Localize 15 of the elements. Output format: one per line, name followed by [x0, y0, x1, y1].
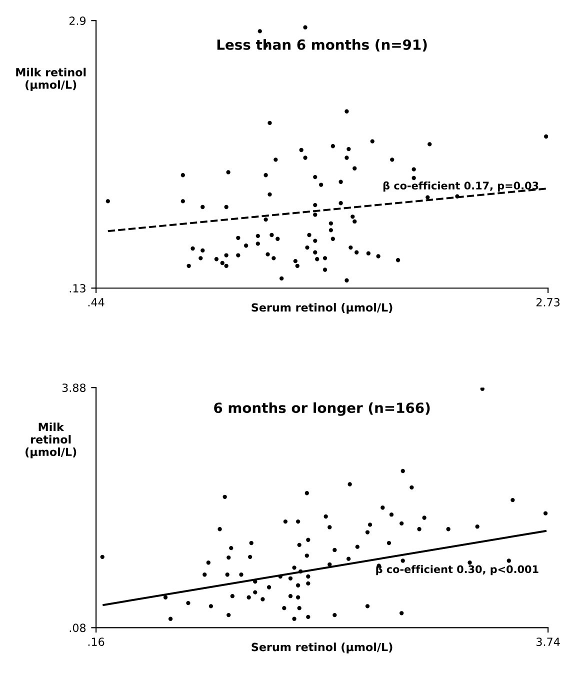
- y-axis-title: Milk retinol (µmol/L): [16, 68, 86, 92]
- y-tick-label: .13: [70, 284, 86, 292]
- y-tick-label: 3.88: [62, 384, 86, 392]
- annotation: β co-efficient 0.17, p=0.03: [383, 181, 538, 192]
- x-tick-label: .44: [88, 298, 104, 306]
- x-axis-title: Serum retinol (µmol/L): [252, 642, 392, 654]
- x-axis-title: Serum retinol (µmol/L): [252, 303, 392, 314]
- text: Less than 6 months (n=91): [217, 39, 427, 52]
- x-tick-label: 2.73: [536, 298, 560, 306]
- text: 6 months or longer (n=166): [214, 402, 430, 416]
- y-tick-label: 2.9: [69, 16, 86, 25]
- x-tick-label: 3.74: [536, 638, 560, 646]
- y-tick-label: .08: [70, 624, 86, 632]
- y-axis-title: Milk retinol (µmol/L): [26, 422, 76, 458]
- x-tick-label: .16: [88, 638, 104, 646]
